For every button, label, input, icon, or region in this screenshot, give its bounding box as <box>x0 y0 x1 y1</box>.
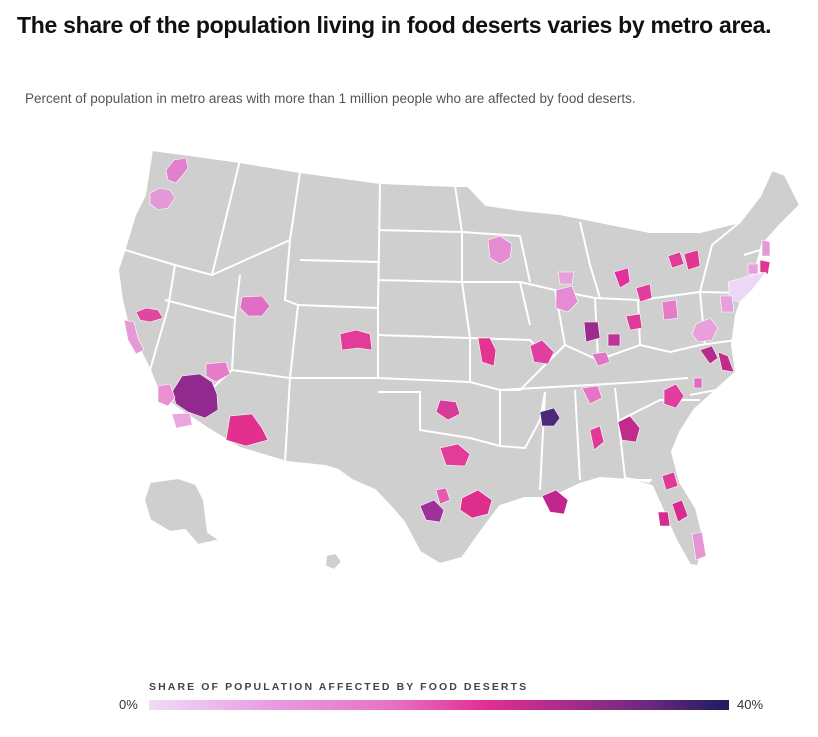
metro-chicago <box>557 271 575 285</box>
metro-miami <box>691 531 707 561</box>
metro-raleigh <box>693 377 703 389</box>
metro-st-louis <box>529 339 555 365</box>
metro-cleveland <box>635 283 653 303</box>
us-map <box>117 149 801 571</box>
metro-charlotte <box>663 383 685 409</box>
metro-sacramento <box>135 307 164 323</box>
metro-denver <box>339 329 373 351</box>
metro-phoenix <box>225 413 269 447</box>
metro-pittsburgh <box>661 299 679 321</box>
legend-title: SHARE OF POPULATION AFFECTED BY FOOD DES… <box>149 681 529 693</box>
metro-san-antonio <box>419 499 445 523</box>
metro-boston <box>761 239 771 257</box>
metro-philadelphia <box>719 295 735 313</box>
metro-houston <box>459 489 493 519</box>
metro-areas <box>123 157 771 561</box>
metro-providence <box>759 259 771 275</box>
metro-new-orleans <box>541 489 569 515</box>
metro-hartford <box>747 263 759 275</box>
metro-minneapolis <box>487 235 513 265</box>
metro-columbus <box>625 313 643 331</box>
metro-san-francisco <box>123 319 145 355</box>
metro-atlanta <box>617 415 641 443</box>
metro-buffalo <box>667 251 685 269</box>
metro-salt-lake-city <box>239 295 271 317</box>
metro-seattle <box>165 157 189 184</box>
legend-min-label: 0% <box>119 697 138 712</box>
metro-las-vegas <box>205 361 231 383</box>
metro-oklahoma-city <box>435 399 461 421</box>
metro-memphis <box>539 407 561 427</box>
metro-virginia-beach <box>717 351 735 373</box>
metro-detroit <box>613 267 631 289</box>
chart-title: The share of the population living in fo… <box>17 12 772 38</box>
metro-richmond <box>699 345 719 365</box>
metro-baltimore-washington <box>691 317 719 343</box>
metro-tampa <box>657 511 671 527</box>
metro-dallas <box>439 443 471 467</box>
metro-indianapolis <box>583 321 601 343</box>
metro-kansas-city <box>477 337 497 367</box>
metro-los-angeles <box>157 383 176 407</box>
legend-max-label: 40% <box>737 697 764 712</box>
chart-subtitle: Percent of population in metro areas wit… <box>25 91 636 106</box>
metro-cincinnati <box>607 333 621 347</box>
metro-nashville <box>581 385 603 405</box>
metro-san-diego <box>171 412 193 429</box>
metro-birmingham <box>589 425 605 451</box>
metro-austin <box>435 487 451 505</box>
legend-color-scale <box>149 700 729 710</box>
alaska-outline <box>143 477 221 546</box>
metro-rochester <box>683 249 701 271</box>
metro-orlando <box>671 499 689 523</box>
metro-portland <box>149 187 176 211</box>
metro-jacksonville <box>661 471 679 491</box>
metro-milwaukee <box>555 285 579 313</box>
hawaii-island <box>324 552 343 571</box>
metro-louisville <box>591 351 611 367</box>
